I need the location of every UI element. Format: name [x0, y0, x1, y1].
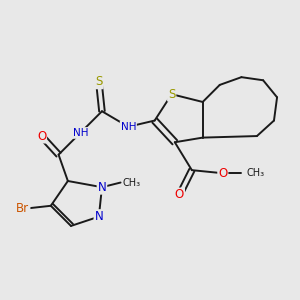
Text: NH: NH	[73, 128, 88, 138]
Text: N: N	[94, 210, 103, 223]
Text: O: O	[218, 167, 227, 180]
Text: Br: Br	[16, 202, 29, 215]
Text: O: O	[37, 130, 46, 142]
Text: O: O	[175, 188, 184, 201]
Text: CH₃: CH₃	[246, 168, 264, 178]
Text: N: N	[98, 181, 106, 194]
Text: NH: NH	[121, 122, 136, 132]
Text: S: S	[168, 88, 176, 101]
Text: S: S	[95, 75, 103, 88]
Text: CH₃: CH₃	[122, 178, 140, 188]
